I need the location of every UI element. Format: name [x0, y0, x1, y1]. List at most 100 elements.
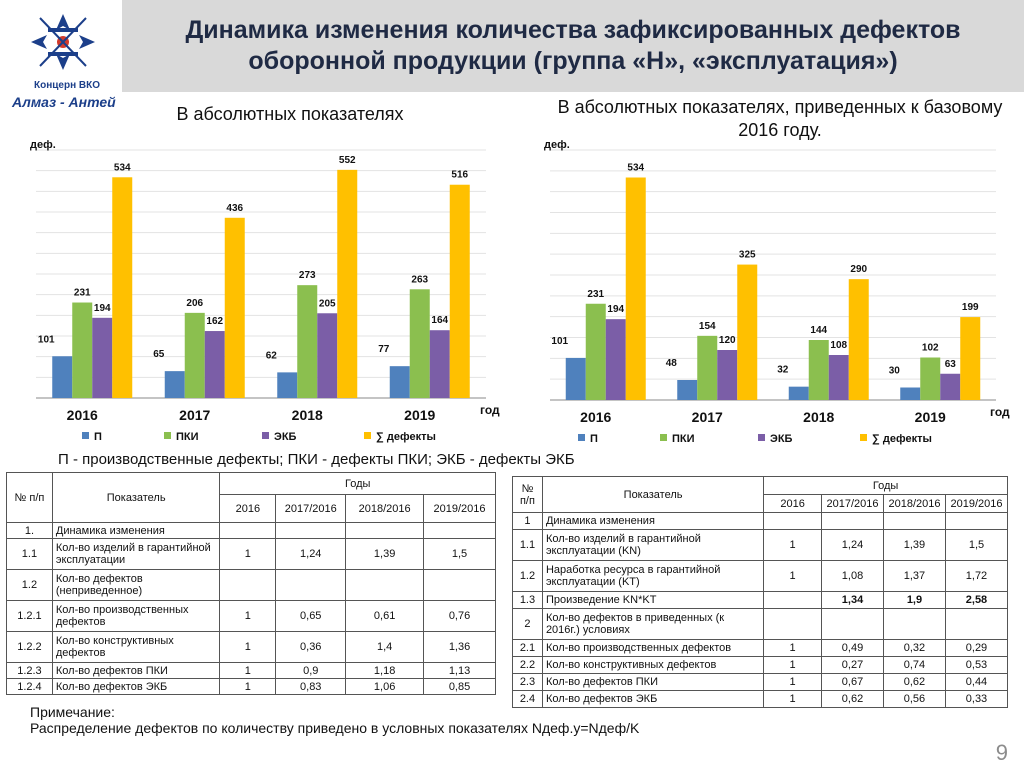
- t1-cell-label: Кол-во конструктивных дефектов: [51, 631, 221, 663]
- t2-cell-num: 2: [512, 608, 543, 640]
- title-band: Динамика изменения количества зафиксиров…: [122, 0, 1024, 92]
- logo-line1: Концерн ВКО: [34, 80, 100, 91]
- chart1-bar-ekb: [429, 330, 450, 398]
- t1-cell-value: 1: [219, 662, 277, 679]
- slide-header: Концерн ВКО Алмаз - Антей Динамика измен…: [0, 0, 1024, 118]
- chart2-bar-pki: [808, 340, 829, 400]
- chart2-legend-label-p: П: [590, 433, 598, 445]
- chart1-bar-ekb: [317, 313, 338, 398]
- t2-year: 2017/2016: [821, 494, 884, 513]
- t2-cell-value: 0,74: [882, 656, 946, 674]
- t1-cell-num: 1.1: [6, 538, 53, 570]
- note-heading: Примечание:: [30, 704, 115, 720]
- chart1-data-label: 263: [411, 274, 428, 285]
- t1-year: 2017/2016: [275, 494, 347, 523]
- t1-row: 1.2.4 Кол-во дефектов ЭКБ 1 0,83 1,06 0,85: [6, 678, 496, 695]
- chart1-category-label: 2017: [179, 407, 210, 423]
- chart2-legend-swatch-ekb: [758, 434, 765, 441]
- chart2-legend-swatch-sum: [860, 434, 867, 441]
- t1-year: 2016: [219, 494, 277, 523]
- chart1-data-label: 162: [206, 316, 223, 327]
- t2-cell-value: 1,37: [882, 560, 946, 592]
- chart2-category-label: 2016: [580, 409, 611, 425]
- chart1-data-label: 231: [74, 288, 91, 299]
- t1-cell-num: 1.2: [6, 569, 53, 601]
- t2-cell-value: 1: [763, 560, 823, 592]
- t1-year: 2019/2016: [423, 494, 496, 523]
- t1-cell-value: [345, 522, 425, 539]
- table-absolute: № п/п Показатель Годы 2016 2017/2016 201…: [6, 472, 496, 695]
- chart1-data-label: 62: [266, 350, 278, 361]
- t1-cell-label: Кол-во изделий в гарантийной эксплуатаци…: [51, 538, 221, 570]
- t2-row: 2.1 Кол-во производственных дефектов 1 0,49…: [512, 639, 1009, 657]
- t2-header-indicator: Показатель: [541, 476, 765, 513]
- chart2-bar-ekb: [605, 319, 626, 400]
- t1-cell-value: [275, 569, 347, 601]
- t1-cell-value: 1,5: [423, 538, 496, 570]
- chart1-bar-pki: [297, 285, 318, 398]
- chart2-data-label: 120: [719, 335, 736, 346]
- chart1-x-label: год: [480, 403, 500, 417]
- chart1-data-label: 101: [38, 334, 55, 345]
- t2-cell-value: [763, 591, 823, 609]
- t2-row: 2.2 Кол-во конструктивных дефектов 1 0,27 0,…: [512, 656, 1009, 674]
- t2-cell-value: [882, 608, 946, 640]
- chart1-bar-sum: [112, 177, 133, 398]
- t2-cell-value: 0,27: [821, 656, 884, 674]
- t2-cell-label: Кол-во изделий в гарантийной эксплуатаци…: [541, 529, 765, 561]
- chart2-data-label: 144: [810, 325, 827, 336]
- chart1-data-label: 77: [378, 344, 390, 355]
- chart1-legend-label-pki: ПКИ: [176, 431, 199, 443]
- chart1-legend-label-p: П: [94, 431, 102, 443]
- t2-cell-value: 2,58: [944, 591, 1009, 609]
- t1-year: 2018/2016: [345, 494, 425, 523]
- t2-cell-label: Кол-во производственных дефектов: [541, 639, 765, 657]
- t1-header-num: № п/п: [6, 472, 53, 523]
- t2-cell-num: 1.2: [512, 560, 543, 592]
- t2-cell-label: Наработка ресурса в гарантийной эксплуат…: [541, 560, 765, 592]
- t1-cell-num: 1.2.1: [6, 600, 53, 632]
- t1-cell-value: 1,24: [275, 538, 347, 570]
- chart2-title: В абсолютных показателях, приведенных к …: [557, 97, 1003, 140]
- chart2-data-label: 199: [962, 302, 979, 313]
- t2-cell-value: 1: [763, 529, 823, 561]
- t2-year: 2019/2016: [944, 494, 1009, 513]
- t1-cell-value: 1: [219, 678, 277, 695]
- t2-cell-value: [882, 512, 946, 530]
- chart1-legend-label-sum: ∑ дефекты: [376, 431, 436, 443]
- t1-cell-value: 0,61: [345, 600, 425, 632]
- page-number: 9: [995, 740, 1008, 765]
- chart2-data-label: 325: [739, 250, 756, 261]
- chart2-bar-ekb: [828, 355, 849, 400]
- title-line1: Динамика изменения количества зафиксиров…: [185, 16, 961, 44]
- chart2-bar-sum: [960, 317, 981, 400]
- t2-cell-value: [763, 608, 823, 640]
- chart2-bar-pki: [920, 357, 941, 400]
- chart1-legend-label-ekb: ЭКБ: [274, 431, 297, 443]
- page-title: Динамика изменения количества зафиксиров…: [185, 15, 960, 77]
- t2-cell-value: [944, 512, 1009, 530]
- chart2-legend-swatch-pki: [660, 434, 667, 441]
- t2-cell-value: 1,5: [944, 529, 1009, 561]
- chart1-category-label: 2016: [67, 407, 98, 423]
- chart1-category-label: 2019: [404, 407, 435, 423]
- t2-header-years: Годы: [763, 476, 1008, 495]
- t2-cell-num: 2.1: [512, 639, 543, 657]
- t2-cell-value: 0,33: [944, 690, 1009, 708]
- t1-cell-num: 1.2.2: [6, 631, 53, 663]
- chart2-legend-swatch-p: [578, 434, 585, 441]
- t1-cell-value: 1,06: [345, 678, 425, 695]
- chart2-data-label: 30: [889, 366, 901, 377]
- t2-cell-value: 1,24: [821, 529, 884, 561]
- t2-cell-num: 2.4: [512, 690, 543, 708]
- chart1-data-label: 164: [431, 315, 448, 326]
- t1-row: 1. Динамика изменения: [6, 522, 496, 539]
- chart2-data-label: 101: [551, 336, 568, 347]
- t2-cell-value: [763, 512, 823, 530]
- logo-emblem-icon: [26, 10, 100, 74]
- chart2-legend-label-pki: ПКИ: [672, 433, 695, 445]
- t2-cell-label: Кол-во дефектов ПКИ: [541, 673, 765, 691]
- t2-cell-value: [821, 608, 884, 640]
- t1-cell-value: 1: [219, 538, 277, 570]
